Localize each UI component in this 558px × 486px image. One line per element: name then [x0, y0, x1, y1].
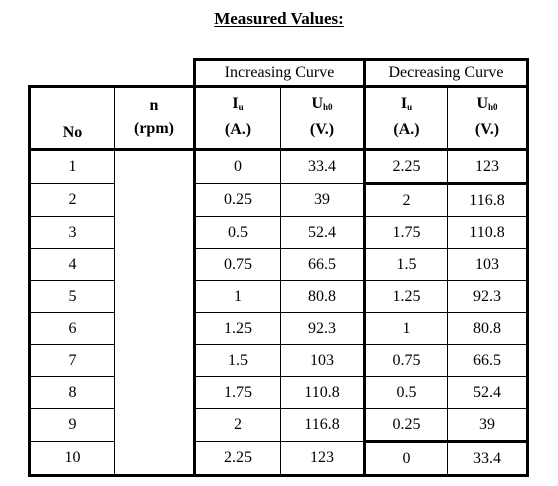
- n-column-header: n (rpm): [114, 85, 196, 151]
- increasing-voltage-cell: 92.3: [280, 312, 366, 345]
- table-row: 2 0.25 39 2 116.8: [28, 182, 529, 217]
- rpm-cell: [114, 344, 196, 377]
- increasing-current-cell: 1.5: [193, 344, 281, 377]
- dec-voltage-header: Uh0 (V.): [447, 85, 529, 151]
- increasing-voltage-cell: 33.4: [280, 149, 366, 184]
- table-row: 6 1.25 92.3 1 80.8: [28, 312, 529, 345]
- blank-cell: [115, 60, 195, 87]
- voltage-symbol: Uh0: [311, 95, 333, 112]
- n-symbol: n: [149, 96, 159, 114]
- table-row: 7 1.5 103 0.75 66.5: [28, 344, 529, 377]
- current-unit: (A.): [393, 121, 420, 138]
- table-row: 5 1 80.8 1.25 92.3: [28, 280, 529, 313]
- no-cell: 5: [28, 280, 115, 313]
- increasing-current-cell: 1: [193, 280, 281, 313]
- no-cell: 3: [28, 216, 115, 249]
- rpm-cell: [114, 248, 196, 281]
- no-cell: 2: [28, 183, 115, 217]
- table-row: 10 2.25 123 0 33.4: [28, 440, 529, 477]
- increasing-voltage-cell: 123: [280, 441, 366, 477]
- rpm-cell: [114, 441, 196, 477]
- decreasing-current-cell: 1.75: [363, 216, 448, 249]
- no-cell: 7: [28, 344, 115, 377]
- current-unit: (A.): [224, 121, 252, 138]
- increasing-current-cell: 0: [193, 149, 281, 184]
- rpm-cell: [114, 376, 196, 409]
- rpm-cell: [114, 408, 196, 442]
- title-text: Measured Values:: [214, 9, 344, 28]
- table-body: Increasing Curve Decreasing Curve No n (…: [28, 58, 529, 477]
- decreasing-voltage-cell: 103: [447, 248, 529, 281]
- decreasing-voltage-cell: 92.3: [447, 280, 529, 313]
- dec-current-header: Iu (A.): [363, 85, 448, 151]
- voltage-unit: (V.): [309, 121, 335, 138]
- decreasing-voltage-cell: 80.8: [447, 312, 529, 345]
- decreasing-voltage-cell: 116.8: [447, 182, 529, 217]
- decreasing-curve-header: Decreasing Curve: [363, 58, 529, 88]
- decreasing-current-cell: 1.5: [363, 248, 448, 281]
- decreasing-current-cell: 0.5: [363, 376, 448, 409]
- increasing-voltage-cell: 80.8: [280, 280, 366, 313]
- decreasing-voltage-cell: 39: [447, 408, 529, 442]
- increasing-current-cell: 0.5: [193, 216, 281, 249]
- table-row: 4 0.75 66.5 1.5 103: [28, 248, 529, 281]
- no-cell: 4: [28, 248, 115, 281]
- group-header-row: Increasing Curve Decreasing Curve: [30, 58, 529, 88]
- page-title: Measured Values:: [0, 9, 558, 29]
- increasing-current-cell: 0.75: [193, 248, 281, 281]
- decreasing-current-cell: 0.25: [363, 408, 448, 442]
- blank-cell: [30, 60, 115, 87]
- increasing-voltage-cell: 39: [280, 183, 366, 217]
- increasing-curve-header: Increasing Curve: [193, 58, 366, 88]
- rpm-cell: [114, 280, 196, 313]
- increasing-current-cell: 2: [193, 408, 281, 442]
- decreasing-voltage-cell: 123: [447, 149, 529, 184]
- table-row: 3 0.5 52.4 1.75 110.8: [28, 216, 529, 249]
- decreasing-current-cell: 1: [363, 312, 448, 345]
- inc-voltage-header: Uh0 (V.): [280, 85, 366, 151]
- increasing-voltage-cell: 66.5: [280, 248, 366, 281]
- decreasing-current-cell: 1.25: [363, 280, 448, 313]
- rpm-cell: [114, 183, 196, 217]
- decreasing-current-cell: 0: [363, 440, 448, 477]
- increasing-voltage-cell: 116.8: [280, 408, 366, 442]
- no-cell: 1: [28, 149, 115, 184]
- no-column-header: No: [28, 85, 115, 151]
- decreasing-current-cell: 2.25: [363, 149, 448, 184]
- decreasing-current-cell: 2: [363, 182, 448, 217]
- increasing-current-cell: 1.25: [193, 312, 281, 345]
- no-cell: 8: [28, 376, 115, 409]
- no-cell: 9: [28, 408, 115, 442]
- increasing-current-cell: 1.75: [193, 376, 281, 409]
- rpm-cell: [114, 216, 196, 249]
- increasing-current-cell: 0.25: [193, 183, 281, 217]
- no-cell: 10: [28, 441, 115, 477]
- decreasing-voltage-cell: 52.4: [447, 376, 529, 409]
- decreasing-voltage-cell: 66.5: [447, 344, 529, 377]
- increasing-current-cell: 2.25: [193, 441, 281, 477]
- decreasing-voltage-cell: 110.8: [447, 216, 529, 249]
- rpm-cell: [114, 148, 196, 184]
- decreasing-current-cell: 0.75: [363, 344, 448, 377]
- no-cell: 6: [28, 312, 115, 345]
- column-header-row: No n (rpm) Iu (A.) Uh0 (V.) Iu (A.) Uh0 …: [28, 85, 529, 151]
- n-unit: (rpm): [134, 119, 174, 137]
- table-row: 8 1.75 110.8 0.5 52.4: [28, 376, 529, 409]
- decreasing-voltage-cell: 33.4: [447, 440, 529, 477]
- increasing-voltage-cell: 103: [280, 344, 366, 377]
- increasing-voltage-cell: 52.4: [280, 216, 366, 249]
- rpm-cell: [114, 312, 196, 345]
- inc-current-header: Iu (A.): [193, 85, 281, 151]
- current-symbol: Iu: [232, 95, 244, 112]
- increasing-voltage-cell: 110.8: [280, 376, 366, 409]
- no-label: No: [62, 124, 83, 141]
- table-row: 9 2 116.8 0.25 39: [28, 408, 529, 442]
- voltage-unit: (V.): [474, 121, 500, 138]
- voltage-symbol: Uh0: [476, 95, 498, 112]
- current-symbol: Iu: [400, 95, 413, 112]
- measured-values-table: Increasing Curve Decreasing Curve No n (…: [28, 58, 529, 477]
- table-row: 1 0 33.4 2.25 123: [28, 148, 529, 184]
